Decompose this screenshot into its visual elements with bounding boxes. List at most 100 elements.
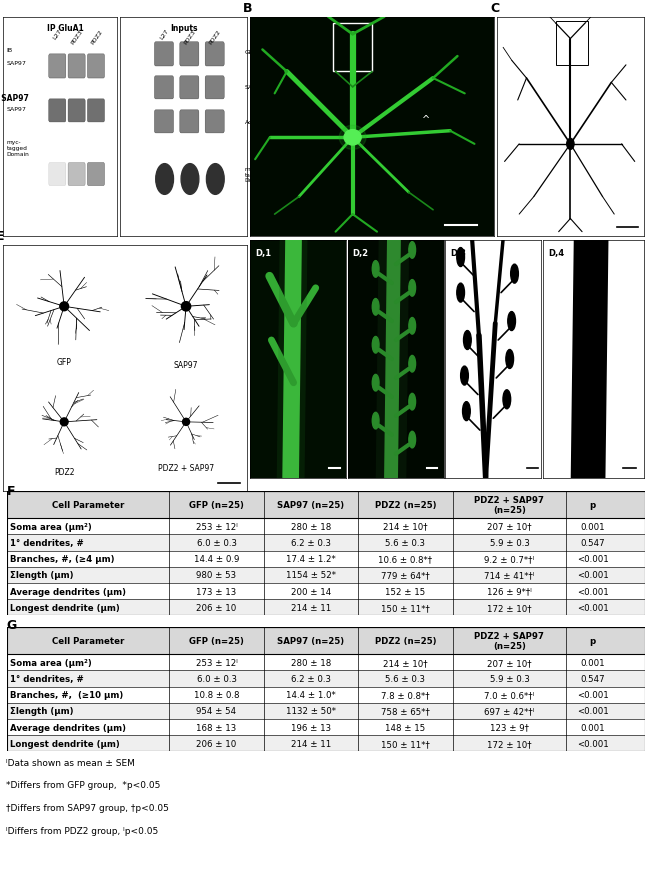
Text: 214 ± 10†: 214 ± 10†	[383, 522, 428, 531]
Text: 206 ± 10: 206 ± 10	[196, 739, 237, 748]
Text: 14.4 ± 0.9: 14.4 ± 0.9	[194, 554, 239, 564]
Text: Longest dendrite (μm): Longest dendrite (μm)	[10, 603, 120, 612]
Text: 697 ± 42*†ᴵ: 697 ± 42*†ᴵ	[484, 707, 534, 716]
Text: *Differs from GFP group,  *p<0.05: *Differs from GFP group, *p<0.05	[6, 781, 161, 789]
Text: Soma area (μm²): Soma area (μm²)	[10, 522, 92, 531]
FancyBboxPatch shape	[180, 111, 199, 133]
FancyBboxPatch shape	[155, 43, 174, 67]
Text: 152 ± 15: 152 ± 15	[385, 587, 426, 595]
Text: 6.0 ± 0.3: 6.0 ± 0.3	[196, 538, 237, 547]
FancyBboxPatch shape	[68, 54, 85, 79]
Text: 954 ± 54: 954 ± 54	[196, 707, 237, 716]
Text: GFP: GFP	[57, 358, 72, 367]
Text: PDZ2: PDZ2	[54, 467, 75, 476]
Text: 6.2 ± 0.3: 6.2 ± 0.3	[291, 538, 331, 547]
Text: 10.8 ± 0.8: 10.8 ± 0.8	[194, 690, 239, 700]
Text: PDZ2 + SAP97
(n=25): PDZ2 + SAP97 (n=25)	[474, 496, 545, 514]
Circle shape	[372, 337, 379, 353]
Text: 207 ± 10†: 207 ± 10†	[487, 522, 532, 531]
Text: Average dendrites (μm): Average dendrites (μm)	[10, 723, 126, 731]
Text: 207 ± 10†: 207 ± 10†	[487, 658, 532, 667]
Text: C: C	[490, 3, 499, 16]
Text: D,1: D,1	[255, 248, 271, 257]
Text: 7.8 ± 0.8*†: 7.8 ± 0.8*†	[381, 690, 430, 700]
Circle shape	[156, 164, 174, 196]
Text: 1° dendrites, #: 1° dendrites, #	[10, 538, 84, 547]
Text: †Differs from SAP97 group, †p<0.05: †Differs from SAP97 group, †p<0.05	[6, 803, 170, 812]
Text: PDZ2 + SAP97
(n=25): PDZ2 + SAP97 (n=25)	[474, 631, 545, 650]
Text: PDZ3: PDZ3	[70, 29, 84, 45]
Text: ^: ^	[422, 115, 430, 125]
Circle shape	[567, 139, 574, 150]
Text: SAP97: SAP97	[244, 85, 265, 90]
Bar	[6, 687, 645, 703]
Bar	[6, 736, 645, 752]
Circle shape	[181, 164, 199, 196]
Text: 214 ± 11: 214 ± 11	[291, 739, 331, 748]
Text: 14.4 ± 1.0*: 14.4 ± 1.0*	[286, 690, 336, 700]
Circle shape	[60, 303, 69, 311]
Bar	[6, 567, 645, 583]
Text: G: G	[6, 618, 17, 631]
Text: D,3: D,3	[450, 248, 466, 257]
Circle shape	[511, 265, 518, 284]
Bar	[6, 719, 645, 736]
Circle shape	[409, 318, 415, 335]
Circle shape	[457, 284, 465, 303]
Text: GFP (n=25): GFP (n=25)	[189, 500, 244, 510]
Text: 168 ± 13: 168 ± 13	[196, 723, 237, 731]
Text: IP SAP97: IP SAP97	[0, 95, 29, 103]
FancyBboxPatch shape	[68, 100, 85, 123]
Bar	[6, 491, 645, 518]
Text: Cell Parameter: Cell Parameter	[52, 636, 124, 645]
Text: Branches, #,  (≥10 μm): Branches, #, (≥10 μm)	[10, 690, 124, 700]
Text: 148 ± 15: 148 ± 15	[385, 723, 426, 731]
FancyBboxPatch shape	[180, 43, 199, 67]
Text: 980 ± 53: 980 ± 53	[196, 571, 237, 580]
FancyBboxPatch shape	[180, 77, 199, 100]
Text: PDZ2: PDZ2	[90, 29, 103, 45]
Circle shape	[457, 248, 465, 267]
Text: 10.6 ± 0.8*†: 10.6 ± 0.8*†	[378, 554, 432, 564]
Bar	[6, 551, 645, 567]
Text: 779 ± 64*†: 779 ± 64*†	[381, 571, 430, 580]
Text: myc-
tagged
Domain: myc- tagged Domain	[244, 167, 267, 183]
FancyBboxPatch shape	[49, 163, 66, 186]
Circle shape	[409, 281, 415, 296]
Text: D,4: D,4	[548, 248, 564, 257]
Text: Soma area (μm²): Soma area (μm²)	[10, 658, 92, 667]
Text: 280 ± 18: 280 ± 18	[291, 522, 331, 531]
FancyBboxPatch shape	[87, 54, 105, 79]
Bar	[333, 25, 372, 73]
FancyBboxPatch shape	[155, 111, 174, 133]
Text: <0.001: <0.001	[577, 603, 608, 612]
Bar	[6, 627, 645, 654]
Text: 1154 ± 52*: 1154 ± 52*	[286, 571, 336, 580]
Text: L27: L27	[159, 29, 170, 40]
FancyBboxPatch shape	[205, 77, 224, 100]
Text: 6.0 ± 0.3: 6.0 ± 0.3	[196, 674, 237, 683]
Text: Σlength (μm): Σlength (μm)	[10, 707, 74, 716]
Text: <0.001: <0.001	[577, 739, 608, 748]
Text: PDZ2 + SAP97: PDZ2 + SAP97	[158, 463, 214, 472]
Text: <0.001: <0.001	[577, 587, 608, 595]
FancyBboxPatch shape	[87, 163, 105, 186]
Circle shape	[506, 350, 514, 369]
Circle shape	[372, 299, 379, 316]
Text: Inputs: Inputs	[170, 25, 198, 33]
Text: 206 ± 10: 206 ± 10	[196, 603, 237, 612]
Text: SAP97: SAP97	[6, 61, 27, 66]
Text: 150 ± 11*†: 150 ± 11*†	[381, 739, 430, 748]
Text: 758 ± 65*†: 758 ± 65*†	[381, 707, 430, 716]
Text: 214 ± 11: 214 ± 11	[291, 603, 331, 612]
Text: Actin: Actin	[244, 120, 261, 125]
Circle shape	[409, 242, 415, 259]
Text: 173 ± 13: 173 ± 13	[196, 587, 237, 595]
Bar	[6, 654, 645, 671]
Text: 5.6 ± 0.3: 5.6 ± 0.3	[385, 538, 426, 547]
Text: Branches, #, (≥4 μm): Branches, #, (≥4 μm)	[10, 554, 115, 564]
Text: <0.001: <0.001	[577, 571, 608, 580]
Circle shape	[463, 332, 471, 350]
Text: <0.001: <0.001	[577, 554, 608, 564]
Text: E: E	[0, 230, 5, 243]
